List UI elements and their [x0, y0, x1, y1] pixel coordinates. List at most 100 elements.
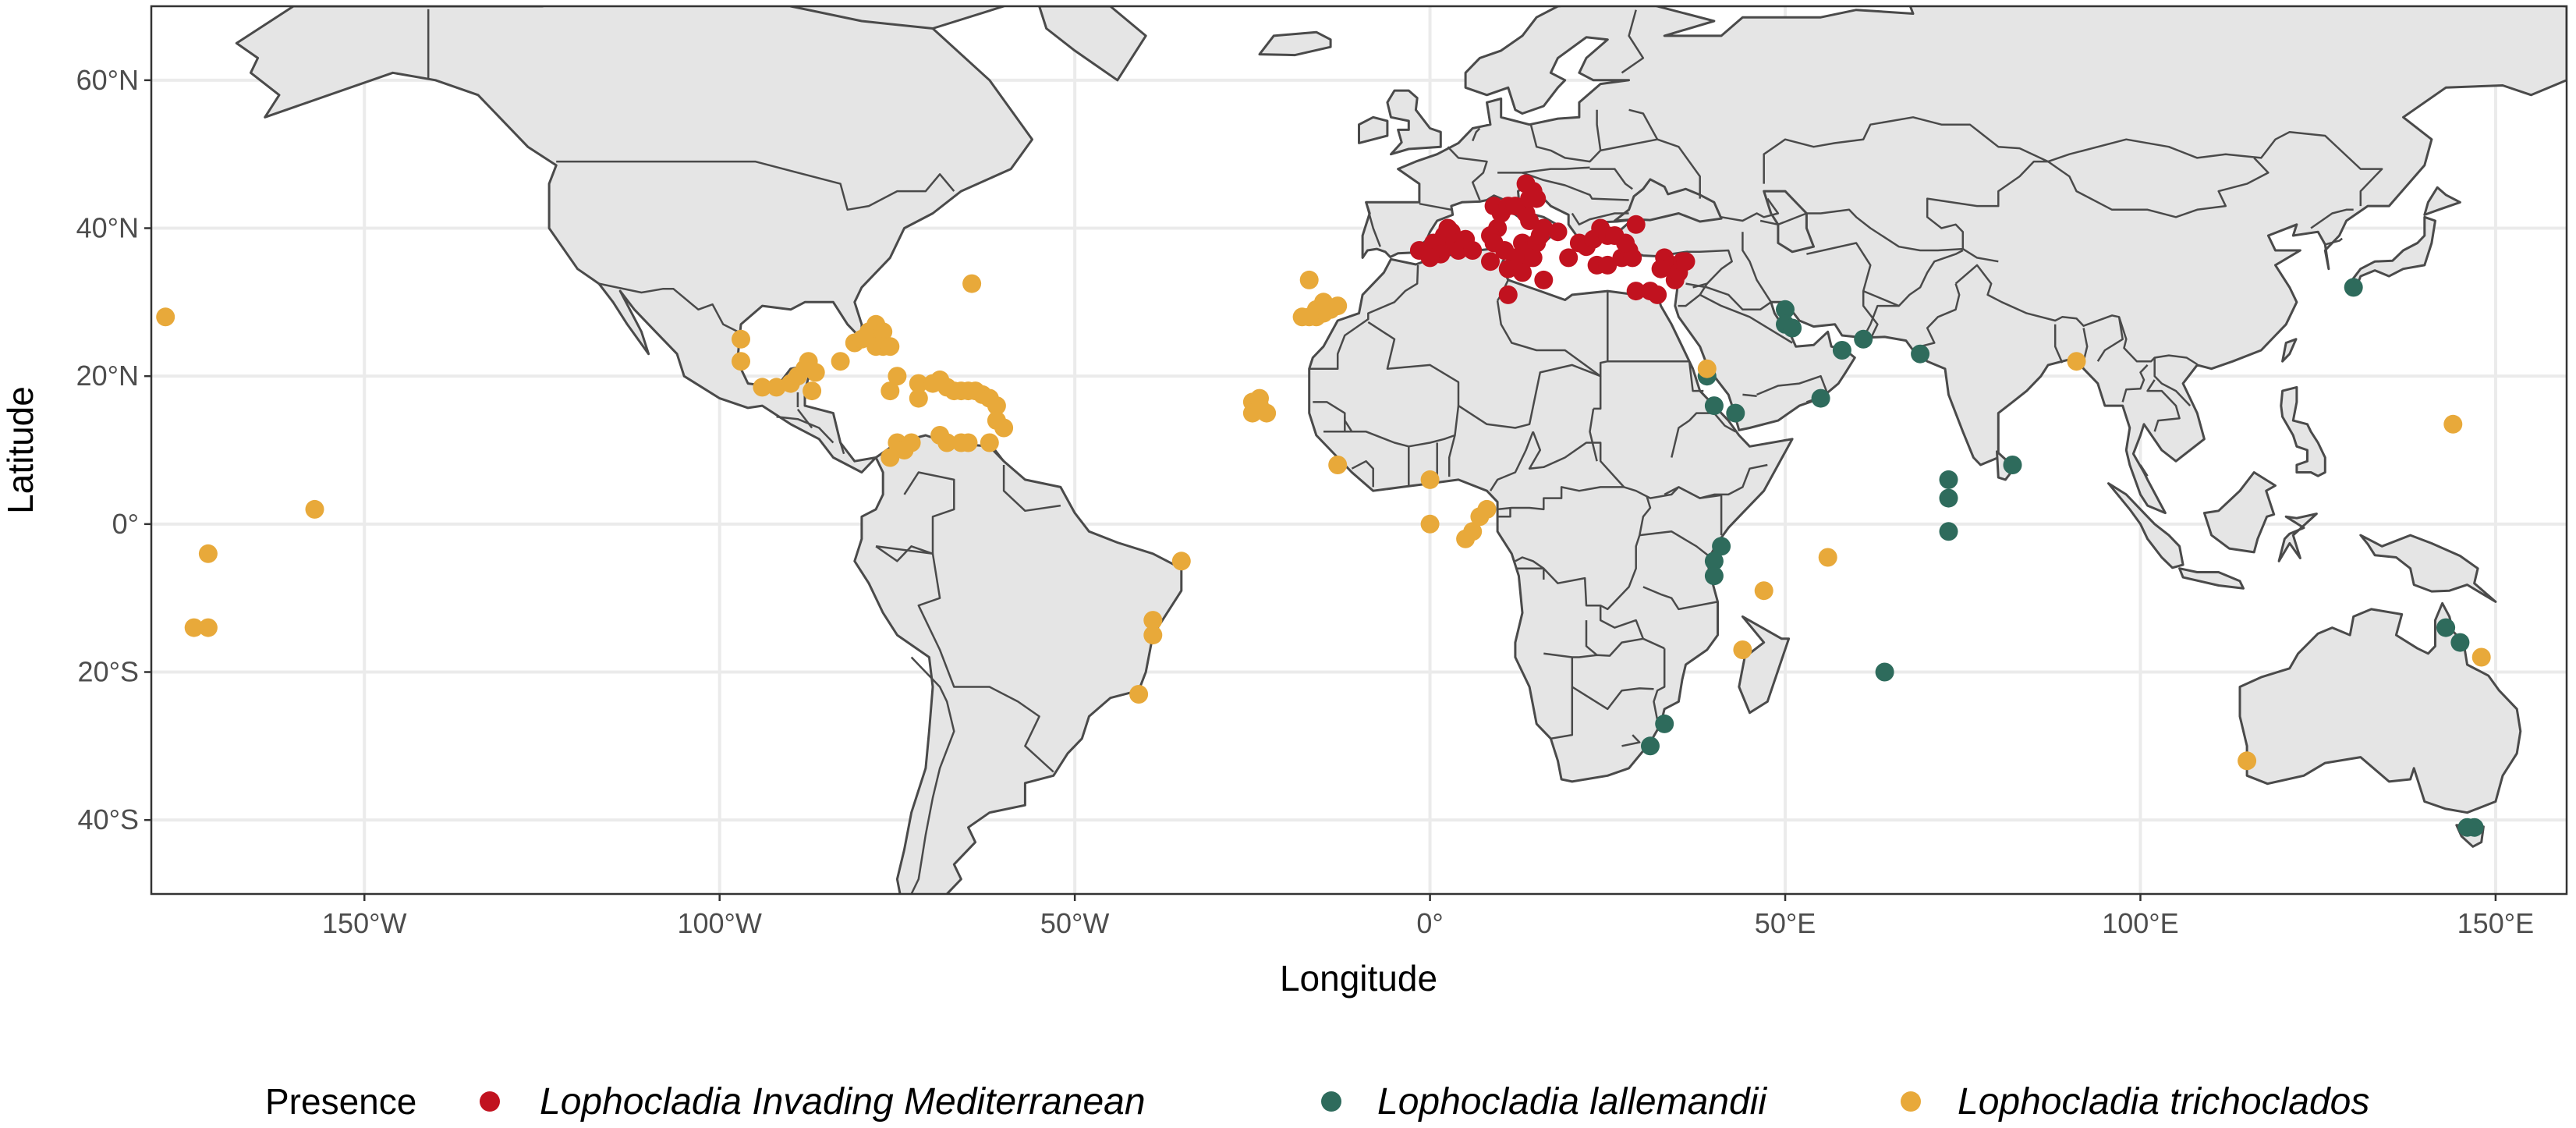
country-border [1522, 166, 1590, 174]
occurrence-point [994, 418, 1014, 438]
land-polygon [1763, 190, 1815, 254]
country-border [1529, 109, 1602, 163]
occurrence-point [1616, 233, 1635, 253]
occurrence-point [1143, 611, 1163, 630]
occurrence-point [1776, 300, 1795, 319]
legend-label-invading-mediterranean: Lophocladia Invading Mediterranean [540, 1081, 1146, 1123]
occurrence-point [1548, 222, 1568, 242]
legend: Presence Lophocladia Invading Mediterran… [265, 1081, 2369, 1123]
country-border [1571, 212, 1629, 226]
land-polygon [2107, 482, 2184, 569]
x-tick-label: 50°W [1040, 907, 1109, 939]
x-axis-ticks: 150°W 100°W 50°W 0° 50°E 100°E 150°E [322, 894, 2534, 939]
country-border [796, 409, 813, 429]
country-borders [427, 9, 2383, 894]
land-polygon [2178, 567, 2245, 590]
occurrence-point [2003, 456, 2022, 474]
country-border [1806, 242, 1879, 340]
country-border [1678, 486, 1723, 536]
occurrence-point [1726, 403, 1745, 423]
y-tick-label: 40°N [76, 212, 139, 244]
land-polygon [1258, 30, 1332, 57]
country-border [1621, 734, 1641, 747]
country-border [1599, 605, 1645, 640]
country-border [1309, 264, 1419, 370]
land-polygon [2359, 534, 2497, 603]
country-border [1447, 435, 1456, 477]
occurrence-point [1704, 566, 1724, 586]
occurrence-point [1527, 189, 1547, 208]
occurrence-point [1250, 399, 1269, 419]
occurrence-point [902, 433, 921, 452]
legend-title: Presence [265, 1081, 416, 1122]
land-polygon [787, 6, 1005, 30]
land-polygon [2238, 601, 2522, 814]
country-border [2047, 130, 2383, 207]
occurrence-point [1463, 241, 1483, 260]
occurrence-point [1559, 248, 1579, 268]
x-tick-label: 100°E [2102, 907, 2178, 939]
occurrence-point [1477, 499, 1497, 519]
occurrence-point [732, 352, 750, 371]
occurrence-point [1171, 552, 1191, 571]
occurrence-point [962, 274, 982, 293]
country-border [1516, 567, 1545, 580]
land-polygon [2280, 385, 2326, 477]
legend-key-lallemandii [1321, 1091, 1341, 1112]
country-border [1639, 495, 1652, 536]
country-border [1671, 412, 1736, 458]
x-tick-label: 50°E [1755, 907, 1816, 939]
occurrence-point [1875, 662, 1894, 682]
occurrence-point [1534, 270, 1554, 289]
land-polygon [2281, 338, 2298, 363]
country-border [1571, 686, 1654, 711]
x-tick-label: 150°W [322, 907, 406, 939]
country-border [1919, 283, 1961, 348]
occurrence-point [1712, 537, 1731, 556]
x-tick-label: 150°E [2457, 907, 2534, 939]
country-border [1543, 637, 1665, 658]
occurrence-point [873, 322, 893, 342]
occurrence-point [2471, 647, 2491, 667]
country-border [2082, 328, 2089, 362]
occurrence-point [1314, 293, 1333, 312]
country-border [1365, 201, 1381, 247]
country-border [1497, 172, 1629, 201]
y-tick-label: 40°S [78, 803, 139, 835]
country-border [1954, 264, 2124, 362]
y-axis-title: Latitude [0, 386, 41, 514]
country-border [2053, 324, 2064, 364]
occurrence-point [156, 307, 175, 327]
country-border [1550, 686, 1574, 740]
country-border [1002, 465, 1061, 513]
occurrence-point [1328, 456, 1348, 474]
country-border [1642, 586, 1718, 611]
occurrence-point [184, 618, 204, 637]
x-axis-title: Longitude [1280, 958, 1437, 999]
country-border [1419, 202, 1452, 211]
occurrence-point [753, 378, 772, 397]
land-polygon [2277, 513, 2318, 562]
occurrence-point [2457, 818, 2477, 837]
occurrence-point [767, 378, 786, 397]
occurrence-point [1516, 204, 1536, 223]
country-border [1447, 146, 1488, 200]
country-border [2139, 464, 2149, 477]
occurrence-point [1292, 307, 1312, 327]
x-tick-label: 0° [1416, 907, 1443, 939]
country-border [1497, 508, 1511, 518]
occurrence-point [2450, 633, 2470, 652]
occurrence-point [305, 499, 324, 519]
occurrence-point [2067, 352, 2086, 371]
occurrence-point [1438, 218, 1458, 238]
occurrence-point [1676, 252, 1695, 271]
occurrence-point [1911, 344, 1930, 364]
occurrence-point [1648, 285, 1667, 304]
country-border [1685, 282, 1772, 311]
occurrence-point [1811, 388, 1830, 408]
land-polygon [1358, 115, 1389, 144]
country-border [1589, 408, 1598, 462]
occurrence-point [909, 388, 928, 408]
occurrence-point [1623, 248, 1642, 268]
legend-label-trichoclados: Lophocladia trichoclados [1958, 1081, 2369, 1123]
